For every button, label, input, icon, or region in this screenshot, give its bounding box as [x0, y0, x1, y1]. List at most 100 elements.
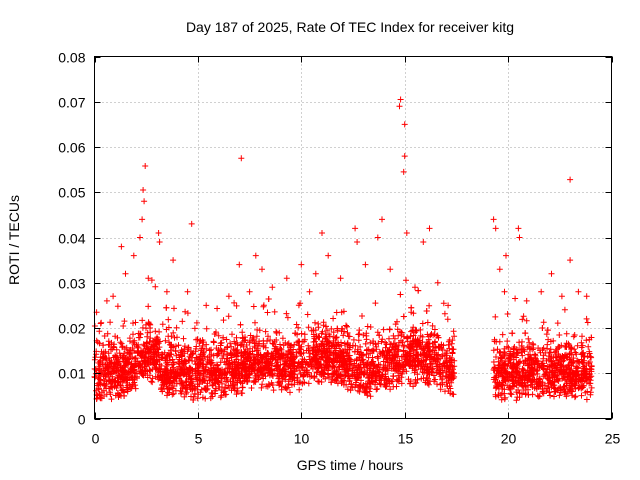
data-point: [313, 369, 320, 376]
data-point: [556, 332, 563, 338]
data-point: [386, 335, 392, 342]
data-point: [424, 319, 431, 326]
data-point: [141, 198, 148, 205]
data-point: [386, 326, 393, 333]
data-point: [413, 379, 420, 386]
data-point: [579, 333, 585, 340]
data-point: [337, 275, 344, 282]
data-point: [296, 386, 303, 393]
chart-title: Day 187 of 2025, Rate Of TEC Index for r…: [186, 19, 514, 35]
data-point: [260, 303, 267, 310]
data-point: [184, 288, 191, 295]
data-point: [120, 323, 127, 329]
data-point: [97, 395, 104, 402]
data-point: [396, 103, 403, 110]
data-point: [233, 391, 240, 398]
data-point: [220, 352, 227, 359]
data-point: [163, 304, 170, 311]
data-point: [218, 392, 225, 399]
data-point: [301, 331, 308, 338]
data-point: [519, 316, 526, 323]
y-tick-label: 0.06: [58, 140, 85, 156]
data-point: [130, 331, 136, 338]
data-point: [513, 397, 520, 404]
data-point: [364, 323, 371, 330]
data-point: [394, 326, 401, 333]
data-point: [95, 386, 102, 393]
data-point: [142, 163, 149, 169]
data-point: [165, 316, 172, 323]
data-point: [312, 319, 318, 326]
data-point: [121, 318, 128, 325]
data-point: [525, 391, 532, 398]
data-point: [279, 335, 286, 342]
data-point: [567, 176, 574, 183]
data-point: [270, 387, 277, 394]
data-point: [155, 230, 162, 236]
data-point: [304, 311, 311, 318]
data-point: [362, 261, 369, 268]
data-point: [558, 293, 565, 300]
data-point: [367, 393, 374, 400]
y-tick-label: 0.07: [58, 95, 85, 111]
data-point: [271, 308, 278, 315]
data-point: [352, 225, 359, 232]
data-point: [210, 339, 217, 346]
data-point: [520, 313, 527, 320]
data-point: [556, 392, 563, 399]
data-point: [548, 270, 555, 277]
data-point: [515, 225, 522, 232]
data-point: [412, 284, 418, 291]
data-point: [243, 342, 250, 348]
data-point: [450, 391, 457, 398]
data-point: [575, 288, 582, 295]
data-point: [587, 353, 594, 360]
data-point: [171, 305, 177, 312]
data-point: [189, 351, 196, 357]
data-point: [225, 313, 232, 320]
x-tick-label: 15: [398, 431, 414, 447]
data-point: [490, 347, 497, 354]
data-point: [220, 317, 227, 324]
data-point: [408, 304, 415, 311]
data-point: [444, 316, 451, 323]
data-point: [525, 335, 532, 342]
data-point: [441, 310, 448, 317]
data-point: [372, 300, 379, 307]
x-tick-label: 5: [195, 431, 203, 447]
data-point: [118, 340, 125, 347]
data-point: [218, 339, 225, 346]
x-tick-label: 10: [294, 431, 310, 447]
data-point: [539, 325, 546, 331]
data-point: [312, 270, 319, 277]
data-point: [267, 337, 274, 343]
data-point: [156, 239, 163, 245]
data-point: [319, 230, 325, 236]
data-point: [237, 342, 244, 349]
data-point: [188, 220, 195, 227]
data-point: [315, 320, 322, 327]
data-point: [507, 390, 514, 397]
data-point: [114, 334, 121, 341]
data-point: [373, 386, 380, 393]
data-point: [588, 354, 595, 361]
data-point: [184, 310, 191, 317]
data-point: [97, 320, 104, 327]
data-point: [170, 329, 177, 336]
data-point: [547, 392, 554, 399]
data-point: [387, 266, 394, 273]
data-point: [516, 234, 523, 241]
x-tick-label: 20: [501, 431, 517, 447]
y-tick-label: 0.02: [58, 321, 85, 337]
data-point: [572, 393, 579, 400]
data-point: [103, 297, 110, 304]
data-point: [283, 310, 290, 317]
data-point: [163, 288, 170, 295]
data-point: [344, 386, 351, 393]
data-point: [415, 287, 422, 294]
data-point: [583, 315, 590, 322]
data-point: [264, 338, 270, 345]
data-point: [223, 336, 230, 343]
grid: [94, 56, 612, 419]
data-point: [169, 356, 176, 363]
